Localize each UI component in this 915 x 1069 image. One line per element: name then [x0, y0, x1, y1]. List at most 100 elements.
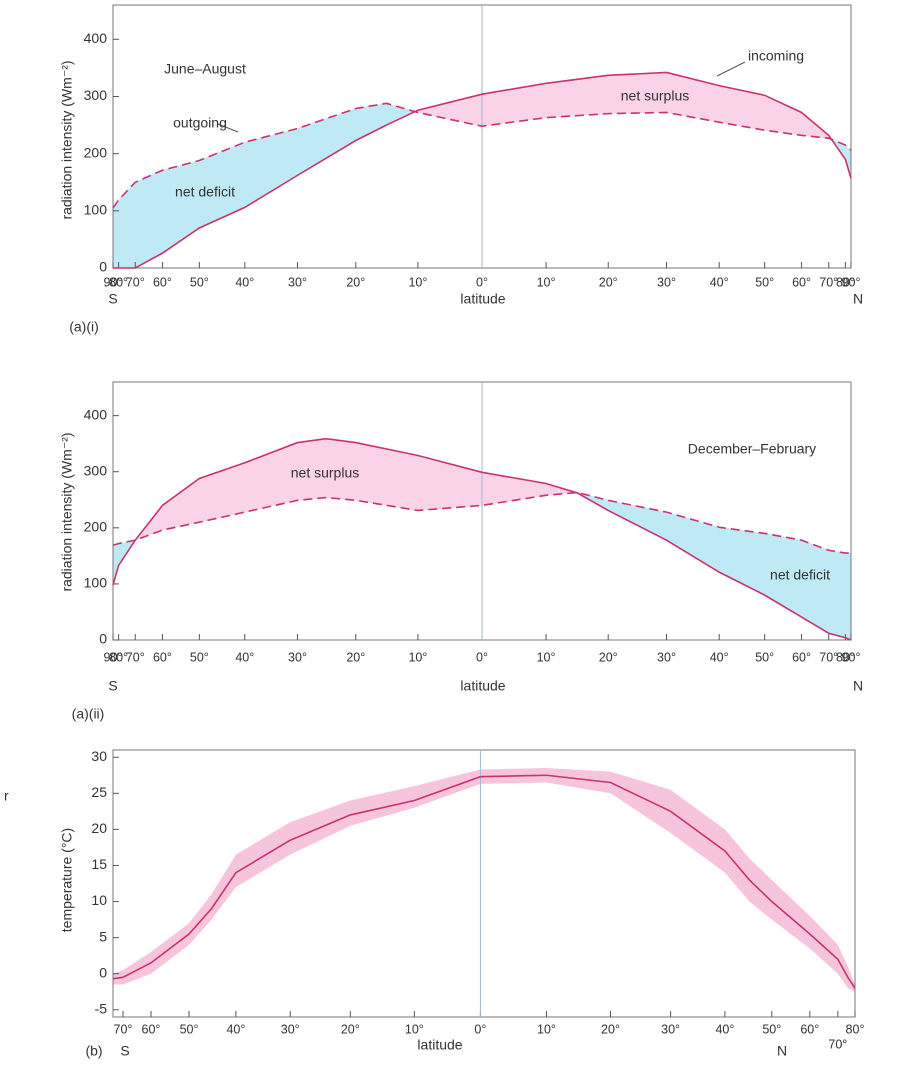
x-tick-label: 10° [537, 1022, 556, 1036]
hemisphere-label: S [108, 678, 117, 694]
y-tick-label: 5 [99, 928, 107, 944]
series-line [112, 102, 852, 209]
hemisphere-label: N [853, 678, 863, 694]
y-tick-label: -5 [95, 1000, 108, 1016]
hemisphere-label: S [120, 1043, 129, 1059]
y-tick-label: 0 [99, 631, 107, 647]
x-tick-label: 0° [474, 1022, 486, 1036]
x-tick-label: 50° [190, 275, 209, 289]
net-area [845, 552, 852, 641]
net-area [417, 93, 483, 127]
x-tick-label: 90° [842, 275, 861, 289]
x-tick-label: 90° [104, 650, 123, 664]
x-tick-label: 70° [819, 650, 838, 664]
x-tick-label: 80° [109, 275, 128, 289]
x-tick-label: 60° [800, 1022, 819, 1036]
x-tick-label: 40° [235, 275, 254, 289]
x-tick-label: 20° [599, 275, 618, 289]
x-tick-label: 30° [288, 275, 307, 289]
margin-text: r [4, 788, 9, 804]
series-line [113, 71, 852, 269]
x-tick-label: 80° [836, 650, 855, 664]
net-area [297, 108, 357, 176]
x-tick-label: 80° [836, 275, 855, 289]
y-tick-label: 100 [84, 575, 108, 591]
hemisphere-label: N [853, 291, 863, 307]
hemisphere-label: N [777, 1043, 787, 1059]
x-tick-label: 50° [755, 275, 774, 289]
net-area [112, 543, 119, 586]
y-tick-label: 30 [91, 748, 107, 764]
series-leader [716, 61, 746, 77]
x-tick-label: 40° [235, 650, 254, 664]
y-tick-label: 400 [84, 406, 108, 422]
x-tick-label: 60° [153, 650, 172, 664]
x-tick-label: 50° [755, 650, 774, 664]
x-tick-label: 10° [405, 1022, 424, 1036]
hemisphere-label: S [108, 291, 117, 307]
x-tick-label: 70° [819, 275, 838, 289]
x-tick-label: 40° [715, 1022, 734, 1036]
x-tick-label: 10° [537, 650, 556, 664]
area-label: net deficit [175, 184, 235, 200]
x-tick-label: 10° [537, 275, 556, 289]
net-area [481, 83, 547, 127]
series-label: incoming [748, 48, 804, 64]
net-area [162, 477, 200, 531]
x-tick-label: 0° [476, 275, 488, 289]
series-line [112, 437, 852, 641]
x-tick-label: 30° [661, 1022, 680, 1036]
range-band [113, 768, 855, 992]
y-tick-label: 15 [91, 856, 107, 872]
area-label: net surplus [291, 465, 359, 481]
x-tick-label: 30° [657, 275, 676, 289]
x-tick-label: 50° [190, 650, 209, 664]
x-tick-label: 30° [288, 650, 307, 664]
net-area [828, 549, 846, 639]
x-tick-label: 60° [142, 1022, 161, 1036]
x-tick-label: 10° [408, 650, 427, 664]
x-tick-label: 0° [476, 650, 488, 664]
x-axis-label: latitude [417, 1037, 462, 1053]
x-tick-label: 60° [153, 275, 172, 289]
x-tick-label: 30° [281, 1022, 300, 1036]
net-area [112, 199, 119, 269]
net-area [764, 94, 802, 136]
season-label: December–February [688, 441, 816, 457]
y-tick-label: 300 [84, 462, 108, 478]
series-line [112, 491, 851, 554]
x-tick-label: 70° [126, 650, 145, 664]
season-label: June–August [164, 61, 246, 77]
x-tick-label: 60° [792, 275, 811, 289]
area-label: net surplus [621, 88, 689, 104]
x-tick-label: 20° [346, 650, 365, 664]
y-axis-label: radiation intensity (Wm⁻²) [59, 432, 75, 591]
x-tick-label: 80° [109, 650, 128, 664]
x-tick-label: 80° [846, 1022, 865, 1036]
x-tick-label: 70° [828, 1037, 847, 1051]
y-tick-label: 400 [84, 30, 108, 46]
net-area [118, 181, 136, 269]
x-tick-label: 40° [710, 275, 729, 289]
x-tick-label: 30° [657, 650, 676, 664]
x-tick-label: 90° [842, 650, 861, 664]
panel-label: (a)(ii) [72, 706, 105, 722]
y-tick-label: 25 [91, 784, 107, 800]
plot-frame [112, 749, 856, 1018]
x-tick-label: 40° [226, 1022, 245, 1036]
x-tick-label: 50° [180, 1022, 199, 1036]
net-area [135, 169, 163, 269]
series-line [112, 774, 856, 989]
net-area [666, 511, 720, 573]
x-tick-label: 50° [762, 1022, 781, 1036]
y-tick-label: 20 [91, 820, 107, 836]
y-tick-label: 10 [91, 892, 107, 908]
x-axis-label: latitude [460, 291, 505, 307]
x-tick-label: 70° [126, 275, 145, 289]
x-axis-label: latitude [460, 678, 505, 694]
y-tick-label: 0 [99, 964, 107, 980]
net-area [718, 85, 765, 131]
net-area [355, 103, 387, 141]
net-area [718, 526, 765, 596]
